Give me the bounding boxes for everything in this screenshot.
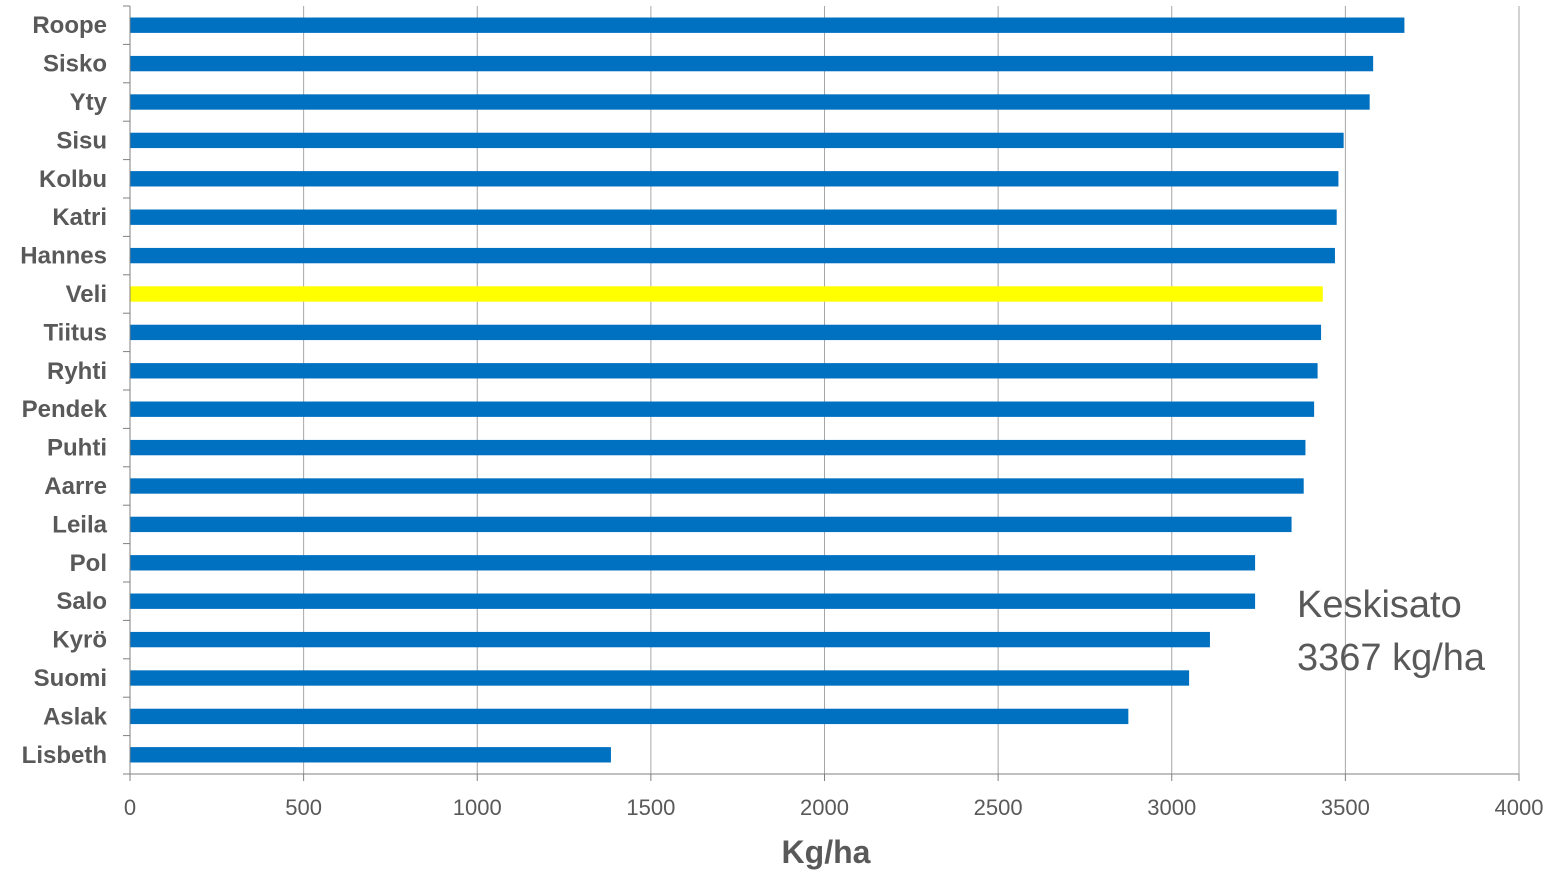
category-labels: Roope Sisko Yty Sisu Kolbu Katri Hannes Veli Tii… — [20, 12, 107, 769]
category-label-aslak: Aslak — [43, 703, 108, 730]
category-label-hannes: Hannes — [20, 243, 107, 270]
bar-yty — [130, 94, 1370, 110]
bar-lisbeth — [130, 747, 611, 763]
category-label-suomi: Suomi — [34, 665, 107, 692]
bar-veli — [130, 286, 1323, 302]
average-yield-annotation-line-1: Keskisato — [1297, 584, 1462, 626]
category-label-salo: Salo — [56, 588, 107, 615]
average-yield-annotation-line-2: 3367 kg/ha — [1297, 637, 1486, 679]
category-label-kolbu: Kolbu — [39, 166, 107, 193]
bar-katri — [130, 209, 1337, 225]
bar-sisu — [130, 132, 1344, 149]
bar-pendek — [130, 401, 1315, 417]
category-label-veli: Veli — [66, 281, 107, 308]
bar-leila — [130, 516, 1292, 533]
bar-aslak — [130, 708, 1129, 725]
category-label-katri: Katri — [52, 204, 107, 231]
x-tick-label-0: 0 — [124, 795, 136, 820]
axes — [123, 5, 1520, 781]
category-label-pol: Pol — [70, 550, 107, 577]
category-label-leila: Leila — [52, 511, 107, 538]
x-tick-label-500: 500 — [285, 795, 322, 820]
category-label-sisu: Sisu — [56, 127, 107, 154]
category-label-sisko: Sisko — [43, 51, 107, 78]
category-label-tiitus: Tiitus — [43, 319, 107, 346]
bar-tiitus — [130, 324, 1322, 341]
category-label-ryhti: Ryhti — [47, 358, 107, 385]
x-tick-label-1500: 1500 — [626, 795, 675, 820]
category-label-puhti: Puhti — [47, 435, 107, 462]
bar-puhti — [130, 439, 1306, 456]
x-tick-label-1000: 1000 — [453, 795, 502, 820]
bar-kyrö — [130, 631, 1210, 648]
x-tick-label-3000: 3000 — [1147, 795, 1196, 820]
x-tick-label-4000: 4000 — [1495, 795, 1544, 820]
category-label-pendek: Pendek — [22, 396, 108, 423]
category-label-yty: Yty — [70, 89, 108, 116]
x-tick-label-3500: 3500 — [1321, 795, 1370, 820]
bar-roope — [130, 17, 1405, 33]
bar-hannes — [130, 247, 1335, 264]
x-tick-label-2000: 2000 — [800, 795, 849, 820]
x-axis-title: Kg/ha — [782, 834, 871, 870]
category-label-roope: Roope — [32, 12, 107, 39]
x-tick-labels: 0 500 1000 1500 2000 2500 3000 3500 4000 — [124, 795, 1544, 820]
bar-pol — [130, 555, 1256, 571]
x-tick-label-2500: 2500 — [974, 795, 1023, 820]
bar-ryhti — [130, 363, 1318, 379]
category-label-kyrö: Kyrö — [52, 627, 107, 654]
bar-aarre — [130, 478, 1304, 494]
bar-salo — [130, 593, 1256, 609]
bar-sisko — [130, 55, 1374, 72]
category-label-aarre: Aarre — [44, 473, 107, 500]
category-label-lisbeth: Lisbeth — [22, 742, 107, 769]
bars — [130, 17, 1405, 763]
bar-suomi — [130, 670, 1190, 686]
bar-kolbu — [130, 171, 1339, 187]
